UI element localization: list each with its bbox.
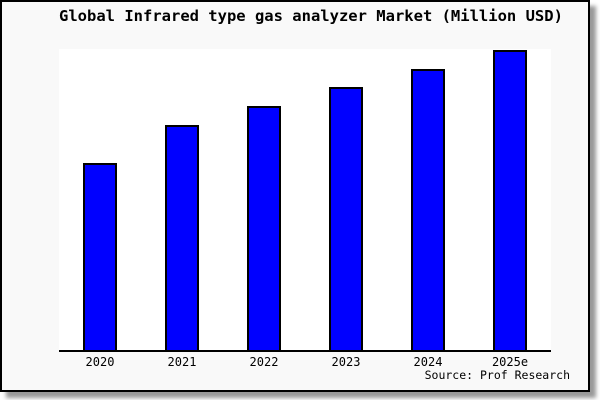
bar-2021 xyxy=(165,125,199,350)
bar-2023 xyxy=(329,87,363,350)
x-axis-line xyxy=(59,350,551,352)
chart-title: Global Infrared type gas analyzer Market… xyxy=(59,7,563,25)
bar-slot xyxy=(59,49,141,350)
x-tick-label: 2022 xyxy=(249,355,279,369)
chart-frame: Global Infrared type gas analyzer Market… xyxy=(0,0,590,392)
bar-2022 xyxy=(247,106,281,350)
x-tick-label: 2020 xyxy=(85,355,115,369)
x-tick-label: 2025e xyxy=(491,355,529,369)
x-axis-labels: 2020 2021 2022 2023 2024 2025e xyxy=(59,355,551,369)
x-tick-label: 2021 xyxy=(167,355,197,369)
bar-slot xyxy=(305,49,387,350)
bar-2020 xyxy=(83,163,117,350)
bar-slot xyxy=(223,49,305,350)
bar-slot xyxy=(387,49,469,350)
plot-area xyxy=(59,49,551,350)
bar-slot xyxy=(469,49,551,350)
x-tick-label: 2024 xyxy=(413,355,443,369)
bar-2025e xyxy=(493,50,527,350)
bar-slot xyxy=(141,49,223,350)
source-text: Source: Prof Research xyxy=(424,368,570,382)
x-tick-label: 2023 xyxy=(331,355,361,369)
bar-2024 xyxy=(411,69,445,350)
